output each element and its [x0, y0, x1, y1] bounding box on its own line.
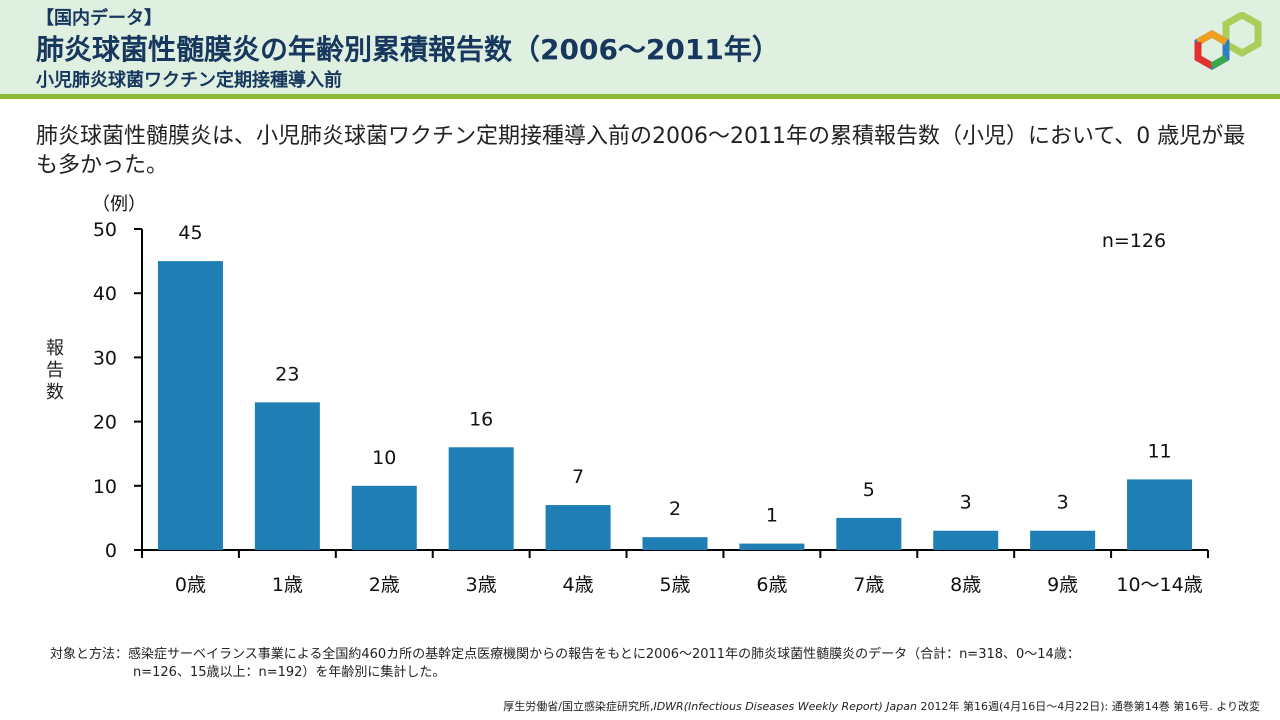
bar	[642, 537, 708, 550]
y-tick-label: 50	[93, 219, 117, 241]
source-post: 2012年 第16週(4月16日～4月22日): 通巻第14巻 第16号. より…	[916, 700, 1260, 713]
bar-value-label: 3	[1057, 492, 1069, 514]
bar	[448, 447, 514, 550]
bar-value-label: 5	[863, 479, 875, 501]
bar	[1030, 530, 1096, 550]
bar	[933, 530, 999, 550]
header-divider	[0, 94, 1280, 99]
x-category-label: 1歳	[272, 574, 303, 596]
bar	[836, 517, 902, 550]
y-tick-label: 40	[93, 283, 117, 305]
bar-value-label: 7	[572, 466, 584, 488]
y-tick-label: 20	[93, 412, 117, 434]
bar	[157, 261, 223, 550]
bar	[351, 485, 417, 550]
x-category-label: 10～14歳	[1116, 574, 1202, 596]
x-category-label: 6歳	[756, 574, 787, 596]
x-category-label: 4歳	[563, 574, 594, 596]
bar-value-label: 11	[1147, 440, 1171, 462]
bar-value-label: 2	[669, 498, 681, 520]
x-category-label: 8歳	[950, 574, 981, 596]
bar	[1127, 479, 1193, 550]
bar	[739, 543, 805, 550]
footnote-line-1: 対象と方法：感染症サーベイランス事業による全国約460カ所の基幹定点医療機関から…	[50, 647, 1080, 662]
source-pre: 厚生労働省/国立感染症研究所,	[503, 700, 654, 713]
bar-value-label: 16	[469, 408, 493, 430]
x-category-label: 0歳	[175, 574, 206, 596]
footnote: 対象と方法：感染症サーベイランス事業による全国約460カ所の基幹定点医療機関から…	[50, 646, 1230, 682]
bar-value-label: 3	[960, 492, 972, 514]
y-tick-label: 10	[93, 476, 117, 498]
source-citation: 厚生労働省/国立感染症研究所,IDWR(Infectious Diseases …	[400, 698, 1260, 714]
x-category-label: 3歳	[466, 574, 497, 596]
x-category-label: 9歳	[1047, 574, 1078, 596]
x-category-label: 2歳	[369, 574, 400, 596]
summary-text: 肺炎球菌性髄膜炎は、小児肺炎球菌ワクチン定期接種導入前の2006～2011年の累…	[36, 124, 1246, 178]
page-title: 肺炎球菌性髄膜炎の年齢別累積報告数（2006～2011年）	[36, 33, 780, 66]
source-italic: IDWR(Infectious Diseases Weekly Report) …	[653, 700, 917, 713]
bar-value-label: 10	[372, 447, 396, 469]
x-category-label: 7歳	[853, 574, 884, 596]
footnote-line-2: n=126、15歳以上：n=192）を年齢別に集計した。	[133, 665, 446, 680]
x-category-label: 5歳	[659, 574, 690, 596]
y-unit-label: （例）	[92, 194, 146, 215]
y-tick-label: 30	[93, 347, 117, 369]
bar	[545, 505, 611, 550]
y-axis-title: 報告数	[46, 338, 64, 403]
sample-size-annotation: n=126	[1102, 230, 1166, 252]
section-tag: 【国内データ】	[36, 8, 162, 29]
bar	[254, 402, 320, 550]
y-tick-label: 0	[105, 540, 117, 562]
bar-value-label: 23	[275, 363, 299, 385]
bar-value-label: 1	[766, 505, 778, 527]
bar-value-label: 45	[178, 222, 202, 244]
page-subtitle: 小児肺炎球菌ワクチン定期接種導入前	[36, 70, 342, 91]
header-bar	[0, 0, 1280, 94]
hexagon-logo-icon	[1194, 12, 1262, 71]
